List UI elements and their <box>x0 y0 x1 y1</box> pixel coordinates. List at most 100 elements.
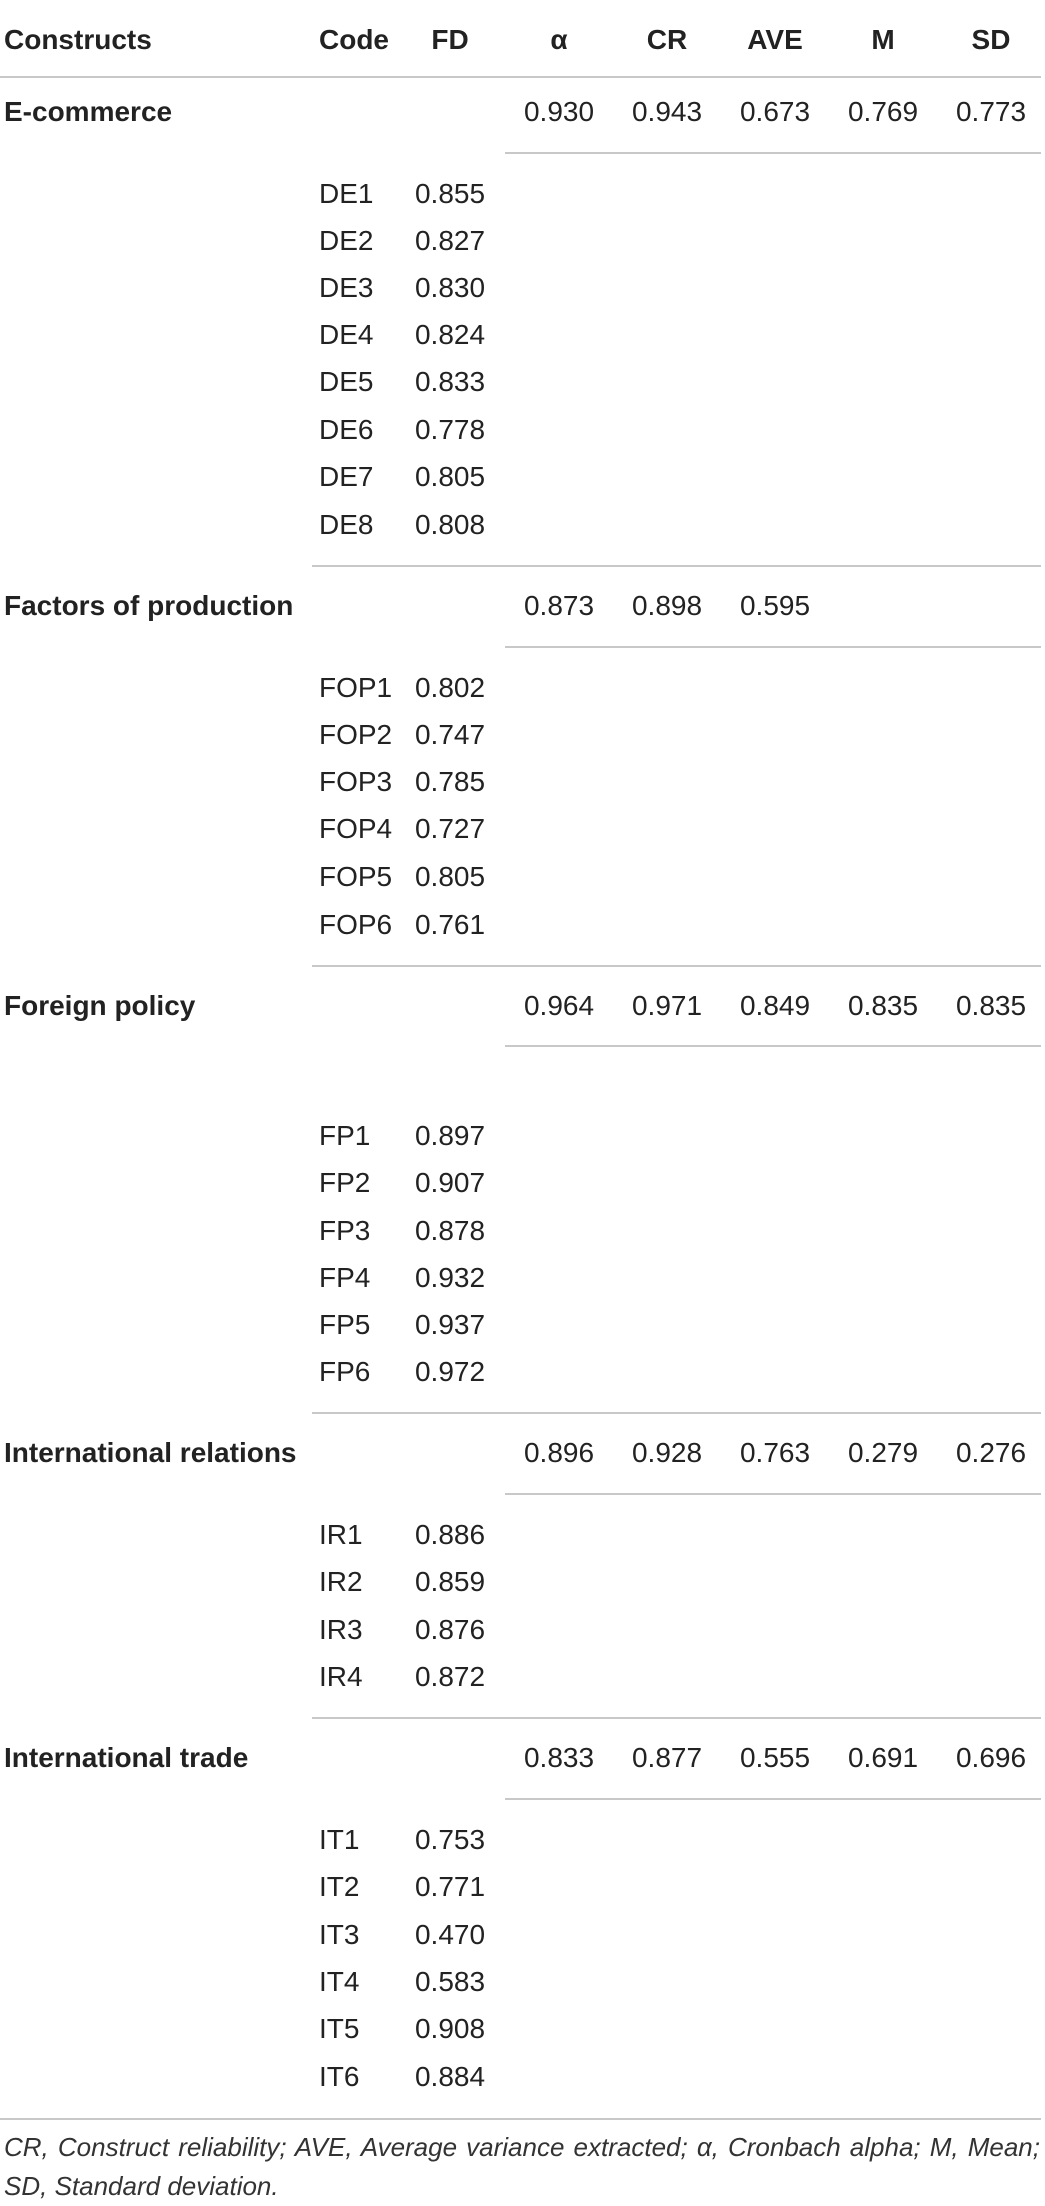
bottom-rule <box>0 2118 1041 2120</box>
item-code: DE8 <box>319 509 374 540</box>
ave-value: 0.849 <box>739 990 811 1021</box>
alpha-value: 0.930 <box>523 96 595 127</box>
item-fd: 0.761 <box>414 909 486 940</box>
header-code: Code <box>319 24 389 55</box>
stats-rule <box>505 1045 1041 1047</box>
item-fd: 0.805 <box>414 461 486 492</box>
item-fd: 0.827 <box>414 225 486 256</box>
header-rule <box>0 76 1041 78</box>
mean-value: 0.835 <box>847 990 919 1021</box>
alpha-value: 0.833 <box>523 1742 595 1773</box>
alpha-value: 0.873 <box>523 590 595 621</box>
item-fd: 0.778 <box>414 414 486 445</box>
item-code: DE5 <box>319 366 374 397</box>
sd-value: 0.696 <box>955 1742 1027 1773</box>
item-fd: 0.897 <box>414 1120 486 1151</box>
item-code: FOP5 <box>319 861 393 892</box>
item-code: IR1 <box>319 1519 363 1550</box>
item-code: FP6 <box>319 1356 371 1387</box>
header-sd: SD <box>971 24 1011 55</box>
item-fd: 0.937 <box>414 1309 486 1340</box>
item-code: IT3 <box>319 1919 360 1950</box>
item-fd: 0.771 <box>414 1871 486 1902</box>
stats-rule <box>505 646 1041 648</box>
item-code: FP5 <box>319 1309 371 1340</box>
cr-value: 0.943 <box>631 96 703 127</box>
item-code: DE4 <box>319 319 374 350</box>
item-code: IR3 <box>319 1614 363 1645</box>
item-code: DE2 <box>319 225 374 256</box>
construct-name: International relations <box>4 1437 297 1468</box>
item-fd: 0.727 <box>414 813 486 844</box>
item-fd: 0.886 <box>414 1519 486 1550</box>
item-code: FOP1 <box>319 672 393 703</box>
item-fd: 0.830 <box>414 272 486 303</box>
item-fd: 0.884 <box>414 2061 486 2092</box>
item-fd: 0.785 <box>414 766 486 797</box>
ave-value: 0.555 <box>739 1742 811 1773</box>
item-fd: 0.908 <box>414 2013 486 2044</box>
item-code: FOP2 <box>319 719 393 750</box>
item-fd: 0.805 <box>414 861 486 892</box>
item-code: IR4 <box>319 1661 363 1692</box>
header-fd: FD <box>431 24 469 55</box>
item-code: IT1 <box>319 1824 360 1855</box>
item-code: FP3 <box>319 1215 371 1246</box>
item-fd: 0.859 <box>414 1566 486 1597</box>
stats-rule <box>505 1798 1041 1800</box>
sd-value: 0.276 <box>955 1437 1027 1468</box>
ave-value: 0.763 <box>739 1437 811 1468</box>
group-rule <box>312 1717 1041 1719</box>
item-code: IT5 <box>319 2013 360 2044</box>
item-code: DE7 <box>319 461 374 492</box>
item-code: IT2 <box>319 1871 360 1902</box>
construct-name: E-commerce <box>4 96 173 127</box>
item-code: FOP4 <box>319 813 393 844</box>
header-cr: CR <box>646 24 688 55</box>
item-code: DE3 <box>319 272 374 303</box>
item-code: FOP6 <box>319 909 393 940</box>
item-fd: 0.583 <box>414 1966 486 1997</box>
alpha-value: 0.896 <box>523 1437 595 1468</box>
item-fd: 0.932 <box>414 1262 486 1293</box>
sd-value: 0.773 <box>955 96 1027 127</box>
item-fd: 0.872 <box>414 1661 486 1692</box>
cr-value: 0.898 <box>631 590 703 621</box>
mean-value: 0.279 <box>847 1437 919 1468</box>
cr-value: 0.928 <box>631 1437 703 1468</box>
item-code: DE1 <box>319 178 374 209</box>
item-code: FP2 <box>319 1167 371 1198</box>
sd-value: 0.835 <box>955 990 1027 1021</box>
item-code: IT6 <box>319 2061 360 2092</box>
item-code: FP1 <box>319 1120 371 1151</box>
header-constructs: Constructs <box>4 24 152 55</box>
cr-value: 0.971 <box>631 990 703 1021</box>
item-fd: 0.470 <box>414 1919 486 1950</box>
ave-value: 0.595 <box>739 590 811 621</box>
item-code: IT4 <box>319 1966 360 1997</box>
group-rule <box>312 565 1041 567</box>
construct-name: Factors of production <box>4 590 294 621</box>
item-fd: 0.876 <box>414 1614 486 1645</box>
header-m: M <box>871 24 895 55</box>
construct-name: Foreign policy <box>4 990 196 1021</box>
item-fd: 0.833 <box>414 366 486 397</box>
item-code: FOP3 <box>319 766 393 797</box>
item-code: IR2 <box>319 1566 363 1597</box>
table-footnote: CR, Construct reliability; AVE, Average … <box>4 2132 1040 2201</box>
item-fd: 0.878 <box>414 1215 486 1246</box>
mean-value: 0.769 <box>847 96 919 127</box>
mean-value: 0.691 <box>847 1742 919 1773</box>
header-ave: AVE <box>747 24 803 55</box>
group-rule <box>312 965 1041 967</box>
cr-value: 0.877 <box>631 1742 703 1773</box>
item-fd: 0.747 <box>414 719 486 750</box>
ave-value: 0.673 <box>739 96 811 127</box>
item-fd: 0.824 <box>414 319 486 350</box>
item-fd: 0.972 <box>414 1356 486 1387</box>
alpha-value: 0.964 <box>523 990 595 1021</box>
item-fd: 0.802 <box>414 672 486 703</box>
stats-rule <box>505 1493 1041 1495</box>
item-fd: 0.753 <box>414 1824 486 1855</box>
item-fd: 0.808 <box>414 509 486 540</box>
